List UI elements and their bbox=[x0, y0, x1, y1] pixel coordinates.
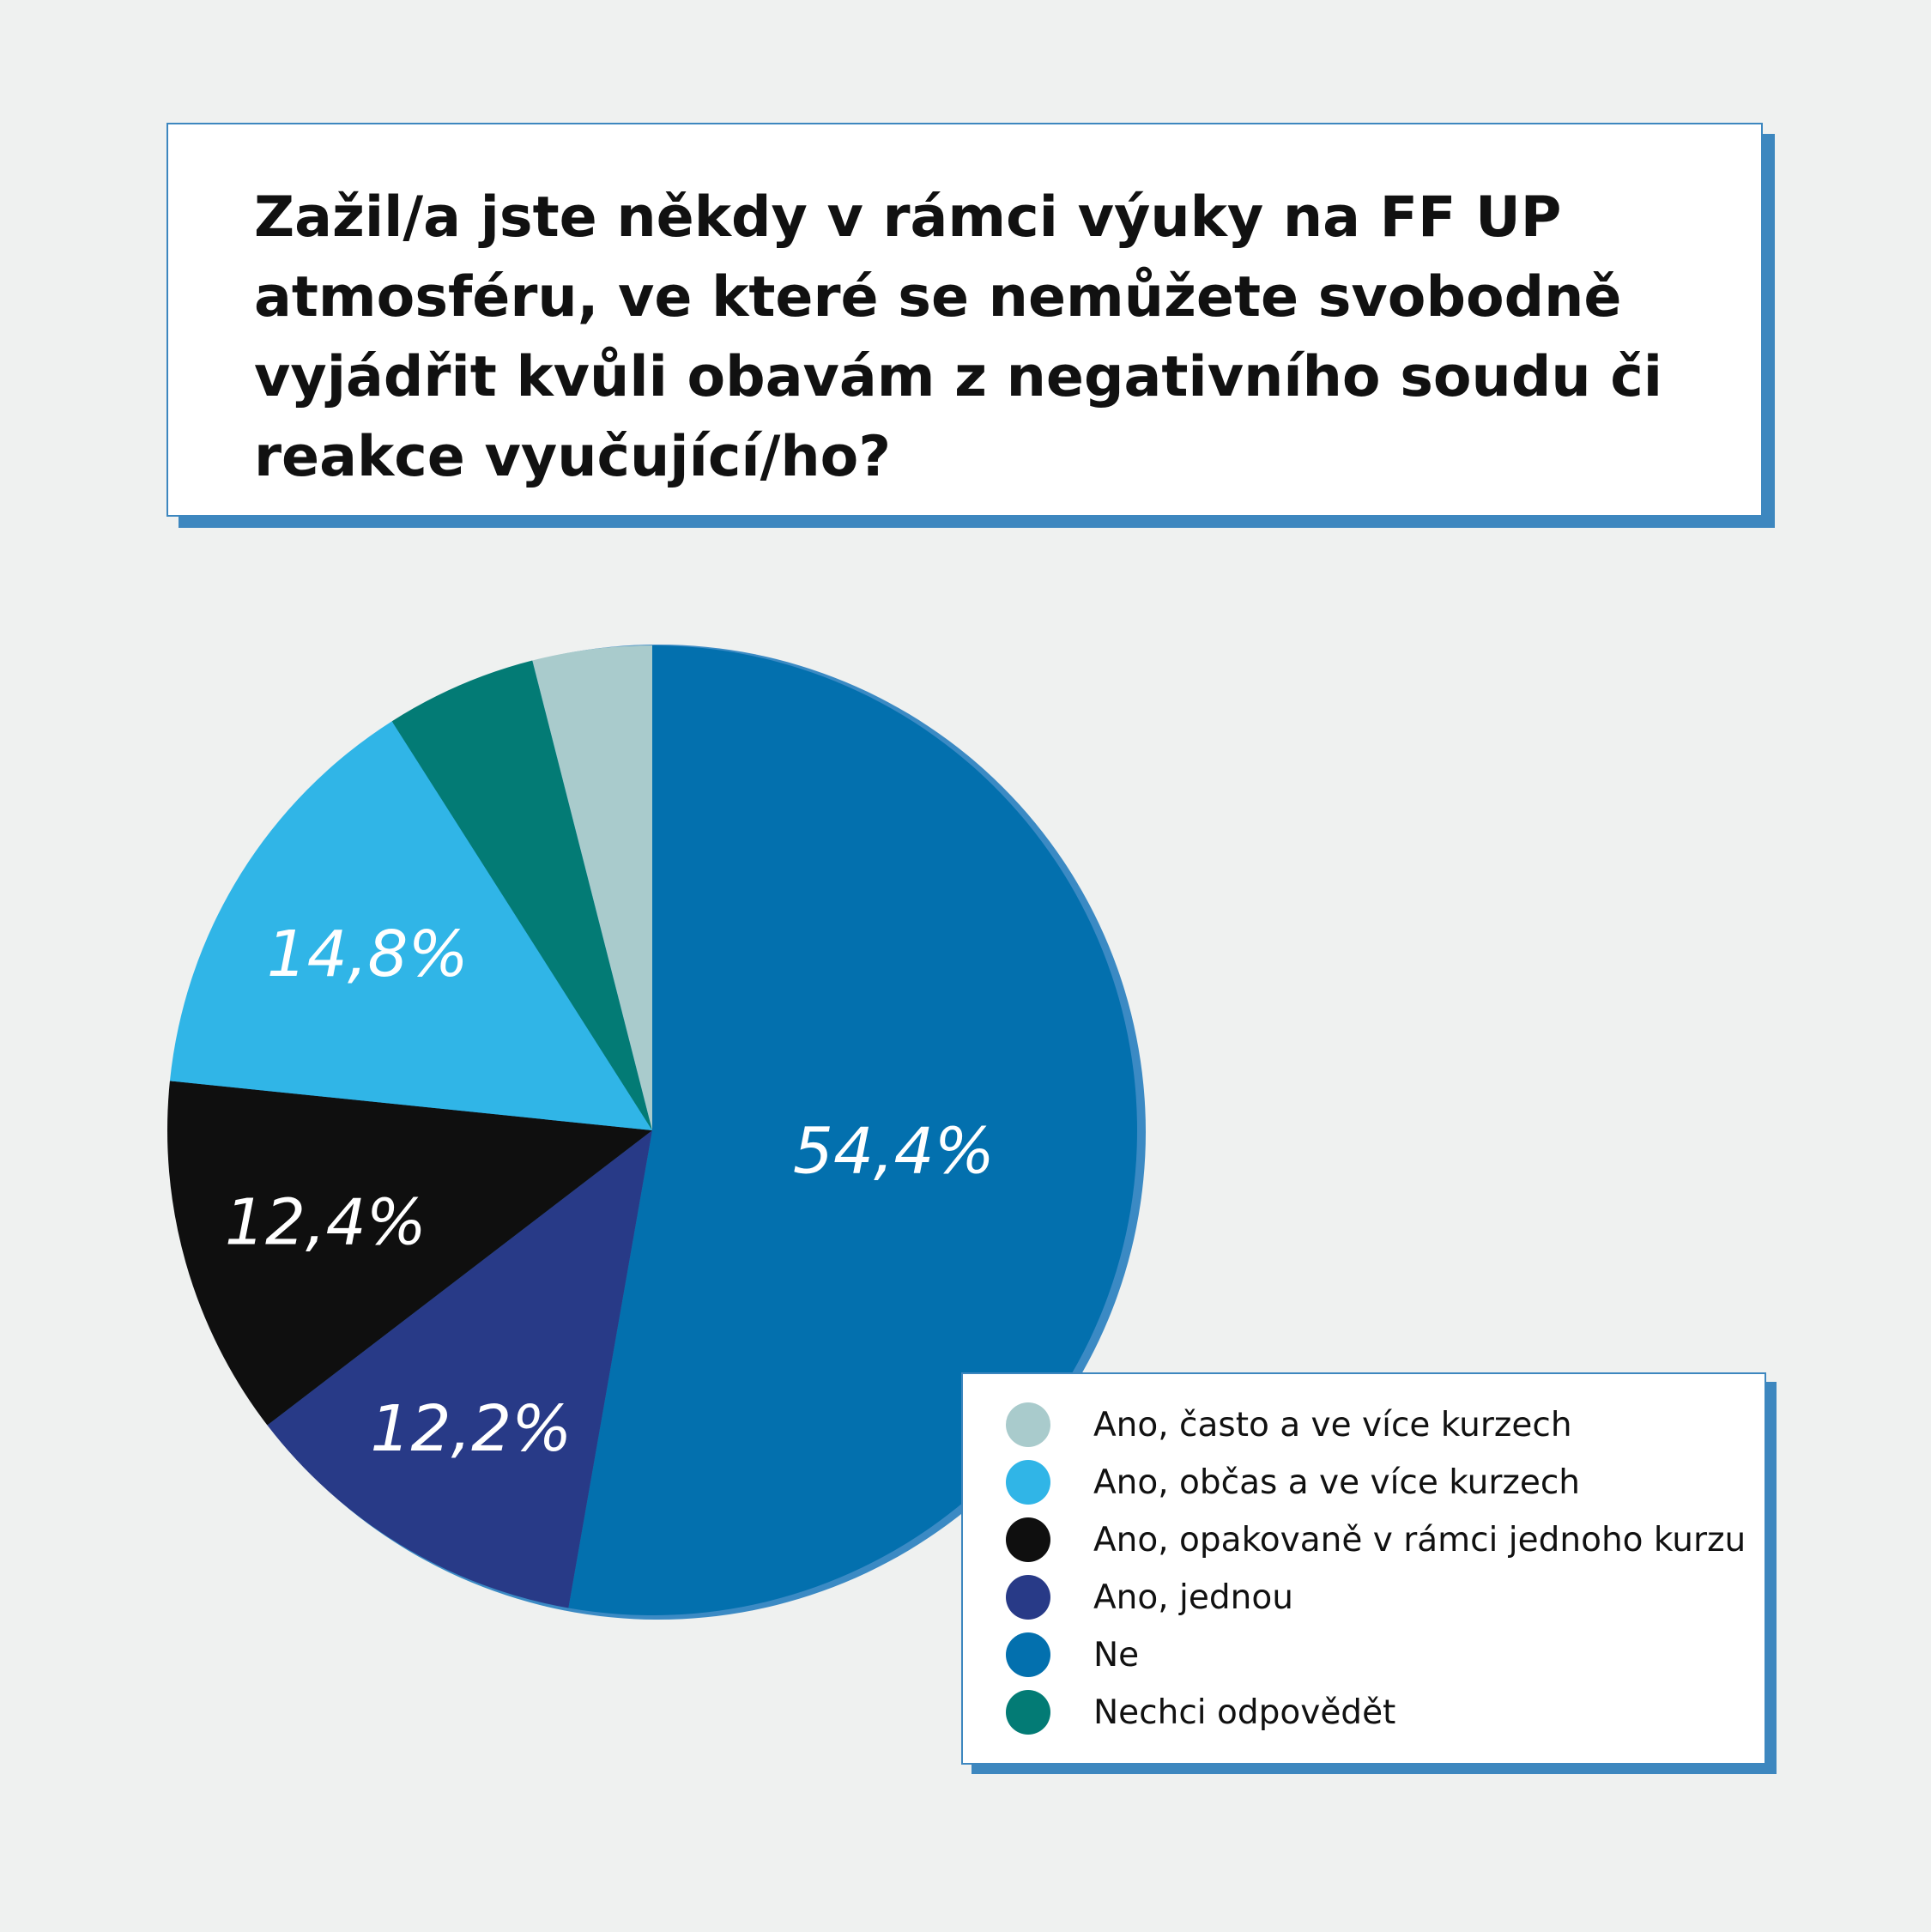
legend-label: Nechci odpovědět bbox=[1093, 1693, 1396, 1732]
legend-swatch bbox=[1006, 1460, 1050, 1505]
chart-title-line: vyjádřit kvůli obavám z negativního soud… bbox=[254, 345, 1663, 409]
chart-title-line: Zažil/a jste někdy v rámci výuky na FF U… bbox=[254, 185, 1562, 250]
legend-item: Ano, občas a ve více kurzech bbox=[1006, 1457, 1580, 1508]
legend-label: Ano, jednou bbox=[1093, 1578, 1293, 1617]
legend-swatch bbox=[1006, 1402, 1050, 1447]
legend-label: Ne bbox=[1093, 1635, 1140, 1675]
pie-data-label: 12,2% bbox=[370, 1392, 572, 1466]
pie-slice bbox=[267, 1130, 652, 1608]
legend-label: Ano, často a ve více kurzech bbox=[1093, 1405, 1572, 1444]
legend-item: Ano, opakovaně v rámci jednoho kurzu bbox=[1006, 1514, 1746, 1566]
title-box: Zažil/a jste někdy v rámci výuky na FF U… bbox=[166, 123, 1763, 517]
pie-data-label: 14,8% bbox=[267, 918, 469, 991]
legend-label: Ano, opakovaně v rámci jednoho kurzu bbox=[1093, 1520, 1746, 1560]
pie-data-label: 54,4% bbox=[793, 1115, 995, 1189]
pie-slice bbox=[167, 1081, 653, 1426]
chart-title-line: reakce vyučující/ho? bbox=[254, 425, 892, 489]
legend-item: Ano, často a ve více kurzech bbox=[1006, 1399, 1572, 1451]
legend-swatch bbox=[1006, 1690, 1050, 1735]
legend-item: Ne bbox=[1006, 1629, 1139, 1681]
pie-data-label: 12,4% bbox=[225, 1186, 427, 1260]
legend-swatch bbox=[1006, 1517, 1050, 1562]
pie-slices bbox=[167, 645, 1137, 1615]
pie-slice bbox=[532, 645, 652, 1130]
pie-slice bbox=[391, 660, 652, 1130]
chart-title: Zažil/a jste někdy v rámci výuky na FF U… bbox=[254, 178, 1730, 497]
pie-slice bbox=[169, 721, 652, 1130]
legend-swatch bbox=[1006, 1632, 1050, 1677]
legend-item: Ano, jednou bbox=[1006, 1572, 1293, 1623]
legend-item: Nechci odpovědět bbox=[1006, 1687, 1395, 1738]
legend-label: Ano, občas a ve více kurzech bbox=[1093, 1463, 1581, 1502]
chart-title-line: atmosféru, ve které se nemůžete svobodně bbox=[254, 265, 1622, 330]
pie-data-labels: 54,4% 12,2% 12,4% 14,8% bbox=[225, 918, 995, 1466]
legend-swatch bbox=[1006, 1575, 1050, 1620]
legend: Ano, často a ve více kurzech Ano, občas … bbox=[961, 1372, 1766, 1765]
